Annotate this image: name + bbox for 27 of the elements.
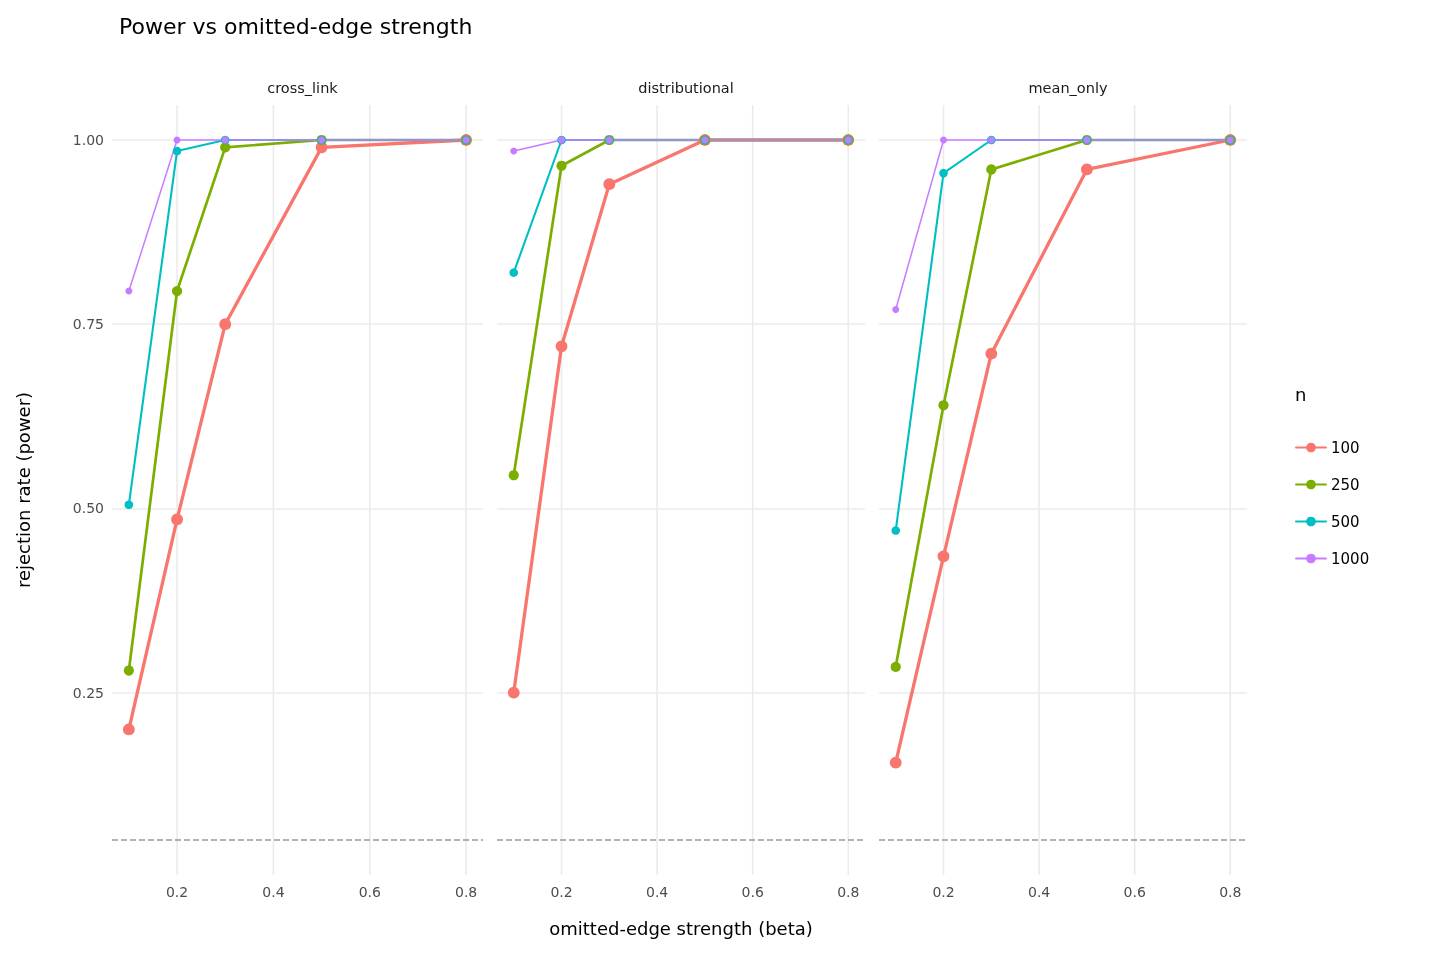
- legend-label: 500: [1331, 512, 1360, 531]
- x-tick-label: 0.4: [262, 884, 285, 900]
- x-tick-label: 0.6: [741, 884, 764, 900]
- legend-label: 250: [1331, 475, 1360, 494]
- x-tick-label: 0.8: [837, 884, 860, 900]
- x-tick-label: 0.4: [1027, 884, 1051, 900]
- chart-subtitle: cross_link: [267, 79, 339, 96]
- chart-title: Power vs omitted-edge strength: [119, 13, 473, 39]
- legend-title: n: [1295, 383, 1307, 405]
- y-tick-label: 0.25: [72, 684, 104, 701]
- chart-subtitle: distributional: [638, 79, 734, 96]
- y-tick-label: 0.75: [72, 316, 104, 333]
- x-tick-label: 0.4: [645, 884, 669, 900]
- x-axis-title: omitted-edge strength (beta): [549, 917, 813, 939]
- chart-subtitle: mean_only: [1028, 79, 1108, 96]
- x-tick-label: 0.8: [1219, 884, 1242, 900]
- y-tick-label: 0.50: [72, 500, 104, 517]
- x-tick-label: 0.6: [1123, 884, 1146, 900]
- legend-label: 100: [1331, 438, 1360, 457]
- legend-label: 1000: [1331, 549, 1370, 568]
- x-tick-label: 0.2: [550, 884, 573, 900]
- x-tick-label: 0.8: [455, 884, 478, 900]
- x-tick-label: 0.2: [165, 884, 189, 900]
- x-tick-label: 0.6: [358, 884, 381, 900]
- y-tick-label: 1.00: [72, 132, 104, 148]
- y-axis-title: rejection rate (power): [12, 391, 34, 589]
- x-tick-label: 0.2: [932, 884, 955, 900]
